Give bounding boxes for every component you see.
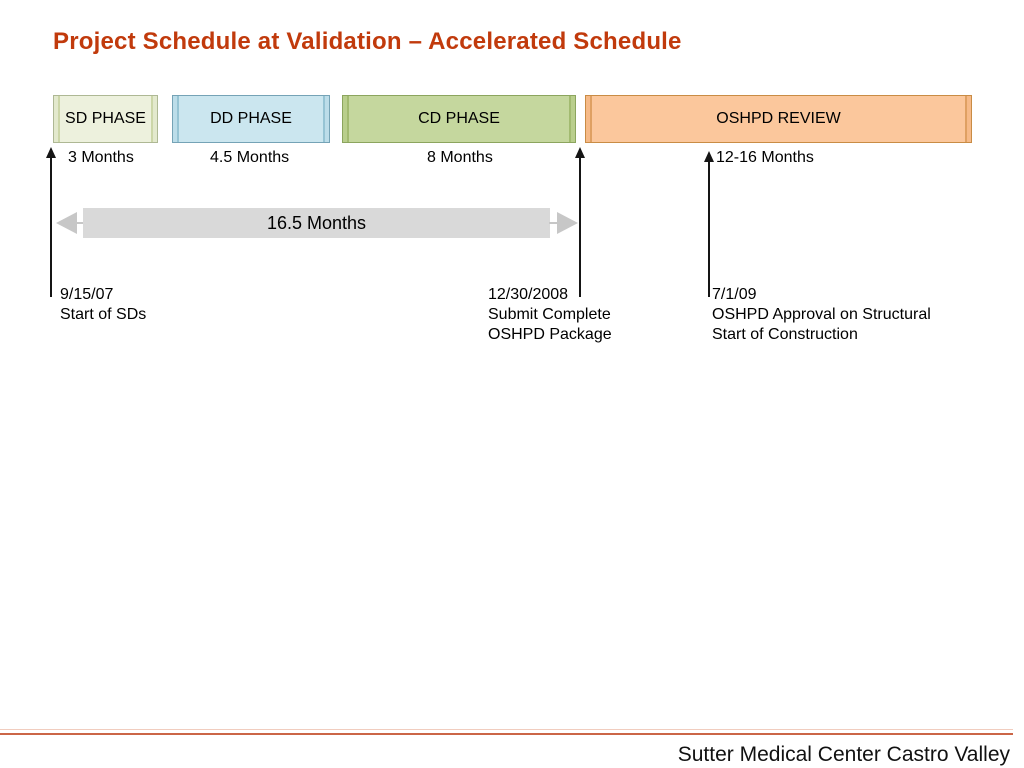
milestone-block-2: 12/30/2008 Submit Complete OSHPD Package <box>488 285 612 345</box>
milestone-desc: Submit Complete <box>488 306 611 323</box>
up-arrow-icon <box>46 147 56 158</box>
left-arrow-stem <box>76 222 84 224</box>
phase-label-cd: CD PHASE <box>418 110 500 127</box>
footer-rule <box>0 733 1013 735</box>
phase-label-oshpd-review: OSHPD REVIEW <box>716 110 841 127</box>
phase-label-sd: SD PHASE <box>65 110 146 127</box>
duration-label-cd: 8 Months <box>427 149 493 166</box>
milestone-date: 7/1/09 <box>712 286 757 303</box>
milestone-date: 9/15/07 <box>60 286 114 303</box>
duration-label-sd: 3 Months <box>68 149 134 166</box>
footer-text: Sutter Medical Center Castro Valley <box>677 743 1010 766</box>
total-duration-label: 16.5 Months <box>266 212 367 233</box>
milestone-line-3 <box>708 162 710 297</box>
duration-label-dd: 4.5 Months <box>210 149 290 166</box>
milestone-line-2 <box>579 158 581 297</box>
left-arrowhead-icon <box>56 212 77 234</box>
total-duration-bar: 16.5 Months <box>83 208 550 238</box>
milestone-block-3: 7/1/09 OSHPD Approval on Structural Star… <box>712 285 931 345</box>
milestone-block-1: 9/15/07 Start of SDs <box>60 285 146 325</box>
milestone-date: 12/30/2008 <box>488 286 569 303</box>
phase-box-oshpd-review: OSHPD REVIEW <box>585 95 972 143</box>
slide-title: Project Schedule at Validation – Acceler… <box>53 28 682 55</box>
right-arrow-stem <box>549 222 558 224</box>
up-arrow-icon <box>704 151 714 162</box>
milestone-desc: OSHPD Approval on Structural <box>712 306 931 323</box>
milestone-line-1 <box>50 158 52 297</box>
up-arrow-icon <box>575 147 585 158</box>
duration-label-oshpd: 12-16 Months <box>716 149 814 166</box>
milestone-desc: OSHPD Package <box>488 326 612 343</box>
milestone-desc: Start of SDs <box>60 306 147 323</box>
phase-box-sd: SD PHASE <box>53 95 158 143</box>
phase-box-cd: CD PHASE <box>342 95 576 143</box>
milestone-desc: Start of Construction <box>712 326 858 343</box>
phase-label-dd: DD PHASE <box>210 110 292 127</box>
phase-box-dd: DD PHASE <box>172 95 330 143</box>
footer-rule-light <box>0 729 1013 730</box>
right-arrowhead-icon <box>557 212 578 234</box>
